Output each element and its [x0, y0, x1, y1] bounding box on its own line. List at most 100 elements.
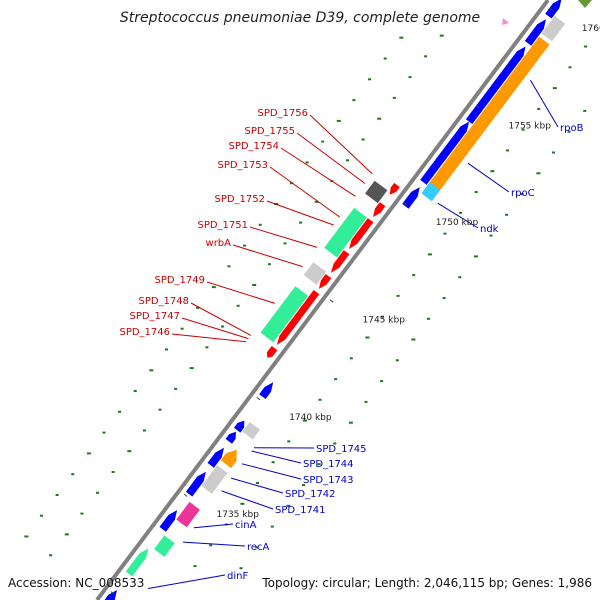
reverse-label-leader [206, 281, 276, 304]
reverse-label-leader [181, 317, 249, 340]
feature-rpoC-arrow [420, 121, 470, 185]
feature-ndk-arrow [402, 187, 420, 209]
axis-tick-mark [256, 396, 261, 401]
reverse-gene-label: wrbA [206, 238, 232, 249]
reverse-gene-label: SPD_1749 [154, 275, 205, 286]
forward-label-leader [437, 202, 479, 229]
reverse-gene-label: SPD_1753 [217, 160, 268, 171]
backbone [95, 0, 550, 600]
feature-top-grey [541, 15, 566, 42]
feature-spd1747-arrow [269, 346, 278, 355]
axis-tick-label: 1745 kbp [363, 316, 406, 326]
feature-grey-mid [303, 262, 327, 285]
reverse-label-leader [269, 166, 341, 218]
reverse-label-leader [266, 200, 334, 226]
reverse-label-leader [232, 244, 303, 268]
reverse-gene-label: SPD_1747 [129, 311, 180, 322]
feature-mint-block [125, 548, 149, 577]
forward-label-leader [183, 541, 246, 547]
forward-label-leader [148, 574, 226, 589]
axis-tick-mark [403, 201, 407, 206]
feature-spd1749-arrow [276, 290, 320, 345]
feature-labels: SPD_1756 SPD_1755 SPD_1754 SPD_1753 SPD_1752… [119, 108, 583, 582]
feature-dinF-arrow [104, 590, 117, 600]
reverse-label-leader [190, 302, 252, 336]
reverse-label-leader [249, 226, 318, 248]
forward-label-leader [529, 79, 559, 128]
pink-marker [502, 18, 509, 25]
forward-label-leader [193, 523, 234, 529]
forward-label-leader [230, 477, 284, 494]
reverse-label-leader [280, 147, 356, 197]
forward-gene-label: SPD_1744 [303, 459, 354, 470]
forward-gene-label: SPD_1743 [303, 475, 354, 486]
feature-cinA-block [176, 501, 200, 528]
feature-rpoB-block [485, 36, 550, 117]
feature-spd1745-arrow [225, 431, 236, 444]
forward-label-leader [221, 490, 274, 510]
forward-gene-label: SPD_1741 [275, 505, 326, 516]
forward-label-leader [467, 162, 510, 193]
forward-gene-label: dinF [227, 571, 248, 582]
forward-gene-label: SPD_1745 [316, 444, 367, 455]
feature-spd1742-block [201, 465, 228, 494]
forward-label-leader [251, 450, 302, 464]
feature-rpoB-arrow [465, 46, 526, 124]
feature-spd1755-block [365, 180, 388, 204]
reverse-gene-label: SPD_1756 [257, 108, 308, 119]
axis-tick-mark [549, 7, 553, 11]
forward-gene-label: rpoC [511, 188, 535, 199]
reverse-gene-label: SPD_1746 [119, 327, 170, 338]
feature-spd1753-arrow [349, 218, 374, 249]
feature-spd1756-arrow [389, 182, 400, 195]
map-title: Streptococcus pneumoniae D39, complete g… [120, 10, 480, 26]
feature-spd1743-arrow [207, 447, 224, 468]
axis-tick-mark [329, 299, 334, 303]
reverse-gene-label: SPD_1754 [228, 141, 279, 152]
reverse-gene-label: SPD_1755 [244, 126, 295, 137]
forward-gene-label: rpoB [560, 123, 584, 134]
axis-tick-mark [110, 591, 115, 595]
feature-spd1744-block [220, 449, 237, 469]
reverse-label-leader [296, 132, 366, 184]
axis-tick-mark [183, 493, 188, 497]
feature-spd1751-arrow [330, 250, 350, 273]
axis-tick-label: 1760 kbp [582, 24, 600, 34]
feature-small-arrow-a [234, 420, 245, 433]
forward-gene-label: SPD_1742 [285, 489, 336, 500]
reverse-label-leader [171, 333, 247, 343]
feature-top-arrow-b [545, 0, 562, 19]
feature-spd1754-arrow [373, 202, 386, 217]
axis-tick-label: 1735 kbp [217, 510, 260, 520]
feature-spd1741-arrow [185, 471, 206, 497]
backbone-line [95, 0, 550, 600]
feature-top-arrow [524, 19, 546, 46]
forward-gene-label: recA [247, 542, 270, 553]
label-leaders [148, 79, 559, 589]
reverse-gene-label: SPD_1751 [197, 220, 248, 231]
accession-text: Accession: NC_008533 [8, 576, 144, 590]
feature-small-grey [242, 422, 260, 440]
reverse-gene-label: SPD_1752 [214, 194, 265, 205]
axis-tick-label: 1755 kbp [509, 121, 552, 131]
reverse-gene-label: SPD_1748 [138, 296, 189, 307]
reverse-label-leader [309, 114, 373, 175]
axis-tick-label: 1750 kbp [436, 218, 479, 228]
gc-dot-track [24, 34, 588, 570]
forward-gene-label: cinA [235, 520, 257, 531]
feature-spd1748-block [260, 286, 309, 343]
axis-tick-label: 1740 kbp [289, 413, 332, 423]
genome-summary-text: Topology: circular; Length: 2,046,115 bp… [261, 576, 592, 590]
feature-rpoC-block [429, 108, 496, 190]
axis-tick-mark [475, 105, 480, 109]
feature-track [104, 0, 592, 600]
feature-spd1740-arrow [259, 382, 274, 399]
forward-gene-label: ndk [480, 224, 499, 235]
forward-label-leader [241, 463, 302, 480]
feature-spd1752-block [324, 207, 367, 258]
feature-wrbA-arrow [318, 274, 332, 289]
feature-mint-outer [154, 535, 175, 557]
